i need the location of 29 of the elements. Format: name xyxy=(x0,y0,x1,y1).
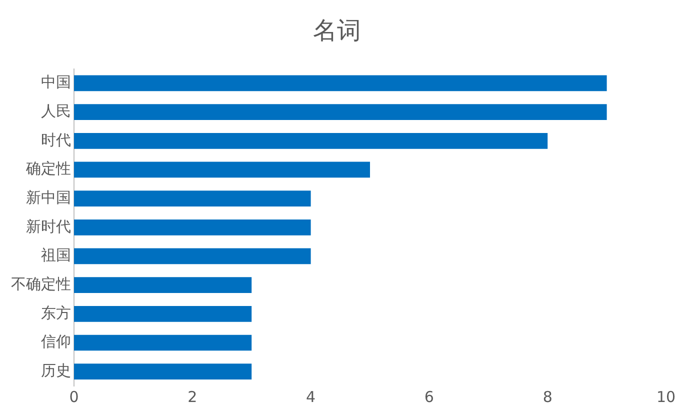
y-tick-label: 中国 xyxy=(41,73,71,92)
y-tick-label: 人民 xyxy=(41,102,71,120)
bar xyxy=(74,190,311,206)
y-tick-label: 时代 xyxy=(41,130,71,149)
bar xyxy=(74,75,607,92)
chart-title: 名词 xyxy=(313,16,361,45)
y-tick-label: 东方 xyxy=(41,304,71,322)
y-tick-label: 确定性 xyxy=(25,160,71,178)
y-tick-label: 新中国 xyxy=(26,188,71,206)
y-tick-label: 历史 xyxy=(41,361,71,380)
bar xyxy=(74,132,548,149)
x-tick-label: 0 xyxy=(69,388,79,406)
y-tick-label: 新时代 xyxy=(26,217,71,236)
y-tick-label: 不确定性 xyxy=(11,274,71,293)
bar xyxy=(74,334,252,351)
bar xyxy=(74,364,252,380)
x-tick-label: 2 xyxy=(188,388,198,406)
x-tick-label: 10 xyxy=(656,388,676,406)
bar xyxy=(74,104,607,120)
x-tick-label: 8 xyxy=(542,388,552,406)
bar xyxy=(74,306,252,322)
y-tick-label: 祖国 xyxy=(41,246,71,264)
x-tick-label: 6 xyxy=(424,388,434,406)
bar xyxy=(74,277,252,294)
y-tick-label: 信仰 xyxy=(41,332,71,351)
bar xyxy=(74,248,311,264)
bar xyxy=(74,219,311,236)
bar xyxy=(74,162,370,178)
x-tick-label: 4 xyxy=(306,388,316,406)
